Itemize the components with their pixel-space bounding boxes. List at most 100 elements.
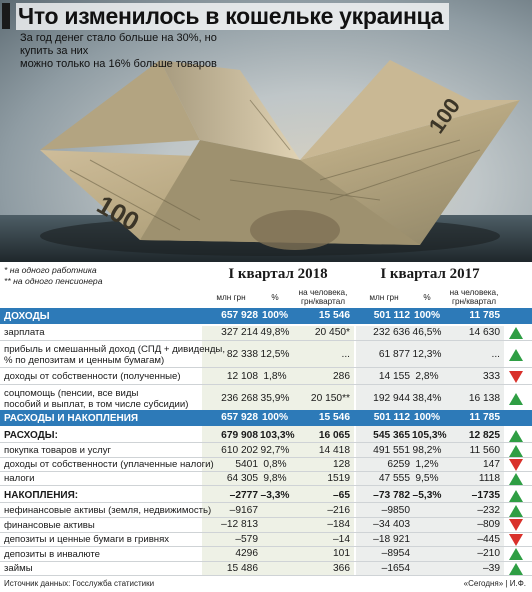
credit: «Сегодня» | И.Ф. xyxy=(463,579,526,588)
subtitle-line-1: За год денег стало больше на 30%, но куп… xyxy=(20,32,217,57)
row-label-line: % по депозитам и ценным бумагам) xyxy=(4,355,165,366)
value-2018-mln: –9167 xyxy=(229,504,258,516)
value-2018-perperson: –184 xyxy=(327,519,350,530)
arrow-up-icon xyxy=(509,393,523,405)
row-label: РАСХОДЫ И НАКОПЛЕНИЯ xyxy=(4,413,138,424)
footnotes: * на одного работника ** на одного пенси… xyxy=(4,265,102,287)
value-2017-mln: 491 551 xyxy=(373,444,410,456)
value-2018-pct: 100% xyxy=(261,310,289,321)
value-2017-perperson: 11 560 xyxy=(469,444,500,456)
income-row: соцпомощь (пенсии, все виды пособий и вып… xyxy=(0,387,532,411)
value-2018-pct: 12,5% xyxy=(260,349,290,360)
colhead-perperson-2018: на человека, грн/квартал xyxy=(292,288,354,306)
value-2017-perperson: ... xyxy=(491,349,501,360)
row-label: соцпомощь (пенсии, все виды пособий и вып… xyxy=(4,388,188,410)
value-2018-mln: 12 108 xyxy=(226,371,258,382)
value-2018-perperson: 366 xyxy=(333,562,350,574)
colhead-mln-2018: млн грн xyxy=(216,293,246,302)
value-2018-pct: 0,8% xyxy=(263,458,287,470)
value-2017-pct: 98,2% xyxy=(412,444,442,456)
arrow-up-icon xyxy=(509,489,523,502)
value-2018-pct: 100% xyxy=(261,412,289,423)
value-2018-perperson: 101 xyxy=(333,548,350,559)
value-2018-perperson: 16 065 xyxy=(318,429,350,441)
row-divider xyxy=(0,384,532,385)
value-2018-mln: 5401 xyxy=(235,458,258,470)
value-2018-pct: 49,8% xyxy=(260,327,290,338)
colhead-perperson-line1: на человека, xyxy=(298,288,348,297)
value-2018-perperson: 20 150** xyxy=(310,393,350,404)
savings-total-row: НАКОПЛЕНИЯ: –2777 –3,3% –65 –73 782 –5,3% –173… xyxy=(0,489,532,502)
row-label-line: нефинансовые активы (земля, недвижимость… xyxy=(4,505,212,516)
value-2017-pct: 46,5% xyxy=(412,327,442,338)
row-label-line: пособий и выплат, в том числе субсидии) xyxy=(4,399,189,410)
value-2017-perperson: 12 825 xyxy=(468,429,500,441)
value-2017-mln: 6259 xyxy=(387,458,410,470)
value-2017-perperson: –210 xyxy=(477,548,500,559)
row-label-line: финансовые активы xyxy=(4,519,95,531)
row-label: прибыль и смешанный доход (СПД + дивиден… xyxy=(4,344,225,366)
row-label: депозиты в инвалюте xyxy=(4,549,100,560)
colhead-pct-2018: % xyxy=(271,293,279,302)
colhead-perperson-line2: грн/квартал xyxy=(451,297,497,306)
row-divider xyxy=(0,560,532,562)
expense-row: покупка товаров и услуг 610 202 92,7% 14 41… xyxy=(0,444,532,457)
arrow-down-icon xyxy=(509,371,523,383)
row-divider xyxy=(0,517,532,518)
row-label-line: РАСХОДЫ: xyxy=(4,430,58,441)
value-2017-perperson: 14 630 xyxy=(468,327,500,338)
value-2017-mln: –18 921 xyxy=(373,533,410,545)
value-2018-pct: 9,8% xyxy=(263,472,287,484)
paper-boat-illustration: 100 100 xyxy=(0,60,532,262)
value-2018-mln: 327 214 xyxy=(221,327,258,338)
value-2017-pct: 38,4% xyxy=(412,393,442,404)
value-2018-mln: 236 268 xyxy=(221,393,258,404)
row-divider xyxy=(0,442,532,443)
colhead-perperson-2017: на человека, грн/квартал xyxy=(444,288,504,306)
value-2018-pct: 35,9% xyxy=(260,393,290,404)
value-2018-pct: 92,7% xyxy=(260,444,290,456)
title-bar: Что изменилось в кошельке украинца xyxy=(0,0,459,30)
footnote-pensioner: ** на одного пенсионера xyxy=(4,276,103,286)
arrow-up-icon xyxy=(509,548,523,560)
savings-row: финансовые активы –12 813 –184 –34 403 –809 xyxy=(0,519,532,532)
savings-row: нефинансовые активы (земля, недвижимость… xyxy=(0,504,532,517)
income-row: доходы от собственности (полученные) 12 1… xyxy=(0,370,532,384)
row-divider xyxy=(0,502,532,503)
section-header-income: ДОХОДЫ 657 928 100% 15 546 501 112 100% 11 785 xyxy=(0,308,532,324)
arrow-down-icon xyxy=(509,533,523,546)
page-title: Что изменилось в кошельке украинца xyxy=(16,2,450,30)
value-2017-mln: 501 112 xyxy=(373,310,410,321)
expense-row: доходы от собственности (уплаченные нало… xyxy=(0,458,532,471)
value-2018-mln: –12 813 xyxy=(221,519,258,530)
colhead-perperson-line2: грн/квартал xyxy=(300,297,346,306)
value-2017-perperson: –809 xyxy=(477,519,500,530)
value-2017-mln: 192 944 xyxy=(373,393,410,404)
value-2018-perperson: –14 xyxy=(333,533,350,545)
value-2018-mln: 15 486 xyxy=(226,562,258,574)
arrow-down-icon xyxy=(509,458,523,471)
footnote-worker: * на одного работника xyxy=(4,265,97,275)
subtitle-line-2: можно только на 16% больше товаров xyxy=(20,58,217,70)
value-2018-perperson: 14 418 xyxy=(318,444,350,456)
arrow-up-icon xyxy=(509,349,523,361)
value-2017-mln: 14 155 xyxy=(378,371,410,382)
value-2018-mln: 679 908 xyxy=(221,429,258,441)
colhead-mln-2017: млн грн xyxy=(369,293,399,302)
value-2018-mln: –2777 xyxy=(229,489,258,501)
row-label-line: РАСХОДЫ И НАКОПЛЕНИЯ xyxy=(4,413,139,424)
row-label-line: налоги xyxy=(4,473,35,484)
row-divider xyxy=(0,546,532,547)
colhead-pct-2017: % xyxy=(423,293,431,302)
value-2017-pct: 105,3% xyxy=(412,429,447,441)
row-label: ДОХОДЫ xyxy=(4,311,50,322)
value-2018-perperson: 15 546 xyxy=(318,310,350,321)
income-row: прибыль и смешанный доход (СПД + дивиден… xyxy=(0,343,532,367)
value-2017-pct: 2,8% xyxy=(415,371,439,382)
income-row: зарплата 327 214 49,8% 20 450* 232 636 46,5% 1… xyxy=(0,326,532,340)
value-2017-mln: 545 365 xyxy=(373,429,410,441)
row-label-line: покупка товаров и услуг xyxy=(4,445,112,456)
value-2018-perperson: 20 450* xyxy=(314,327,350,338)
value-2017-perperson: 11 785 xyxy=(469,412,500,423)
row-label: депозиты и ценные бумаги в гривнях xyxy=(4,534,169,545)
